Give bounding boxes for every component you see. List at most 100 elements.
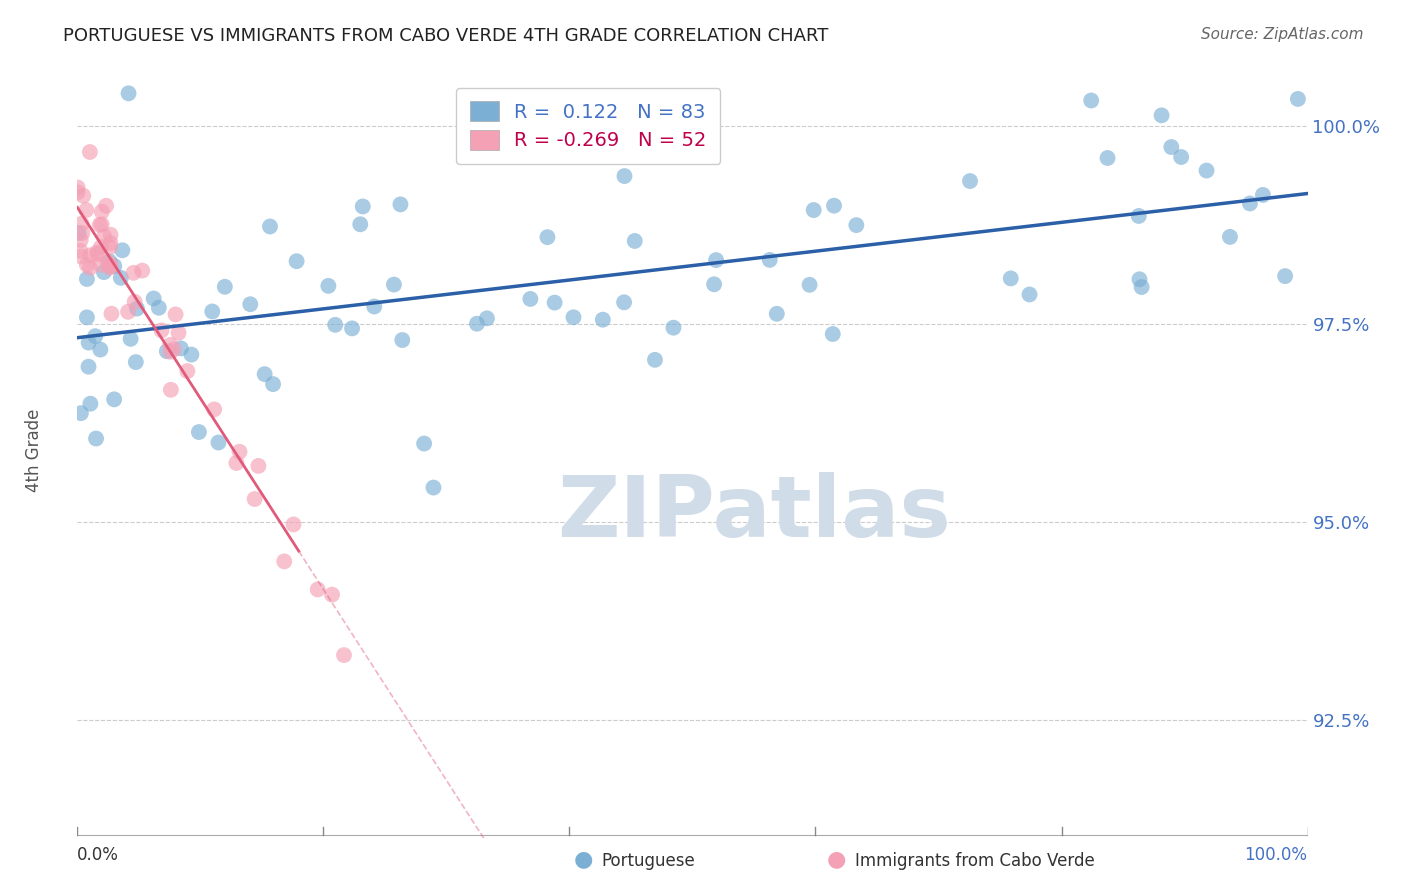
Point bbox=[165, 307, 187, 321]
Point bbox=[84, 432, 107, 446]
Point bbox=[1170, 150, 1192, 164]
Point bbox=[125, 301, 148, 316]
Point bbox=[159, 344, 181, 359]
Point bbox=[613, 169, 636, 183]
Point bbox=[79, 260, 101, 275]
Point bbox=[111, 244, 134, 258]
Point bbox=[72, 188, 94, 202]
Point bbox=[100, 236, 122, 251]
Point bbox=[1251, 188, 1274, 202]
Point bbox=[77, 335, 100, 350]
Point bbox=[239, 297, 262, 311]
Point bbox=[94, 199, 117, 213]
Point bbox=[86, 245, 108, 260]
Point bbox=[422, 481, 444, 495]
Point bbox=[207, 435, 229, 450]
Point bbox=[66, 186, 89, 200]
Point bbox=[1195, 163, 1218, 178]
Point bbox=[225, 456, 247, 470]
Point bbox=[84, 329, 107, 343]
Point bbox=[117, 305, 139, 319]
Point bbox=[98, 254, 121, 268]
Point bbox=[349, 217, 371, 231]
Point bbox=[333, 648, 356, 662]
Legend: R =  0.122   N = 83, R = -0.269   N = 52: R = 0.122 N = 83, R = -0.269 N = 52 bbox=[456, 87, 720, 164]
Point bbox=[391, 333, 413, 347]
Point bbox=[799, 277, 821, 292]
Point bbox=[110, 270, 132, 285]
Point bbox=[72, 226, 94, 240]
Point bbox=[187, 425, 209, 439]
Point bbox=[69, 233, 91, 247]
Point bbox=[323, 318, 346, 332]
Point bbox=[758, 252, 780, 267]
Point bbox=[247, 458, 270, 473]
Point bbox=[285, 254, 308, 268]
Point bbox=[93, 265, 115, 279]
Point bbox=[1274, 269, 1296, 284]
Point bbox=[76, 272, 98, 286]
Point bbox=[475, 311, 498, 326]
Point bbox=[228, 444, 250, 458]
Point bbox=[413, 436, 436, 450]
Point bbox=[79, 145, 101, 159]
Point bbox=[96, 255, 118, 269]
Point bbox=[243, 491, 266, 506]
Point bbox=[1219, 230, 1241, 244]
Point bbox=[519, 292, 541, 306]
Point bbox=[662, 320, 685, 334]
Point bbox=[98, 260, 121, 275]
Point bbox=[77, 359, 100, 374]
Point bbox=[160, 383, 183, 397]
Point bbox=[79, 397, 101, 411]
Point bbox=[148, 301, 170, 315]
Point bbox=[90, 218, 112, 232]
Point bbox=[176, 364, 198, 378]
Point bbox=[163, 343, 186, 357]
Point bbox=[156, 344, 179, 359]
Text: Immigrants from Cabo Verde: Immigrants from Cabo Verde bbox=[855, 852, 1095, 870]
Point bbox=[70, 406, 93, 420]
Text: 100.0%: 100.0% bbox=[1244, 847, 1308, 864]
Point bbox=[283, 517, 305, 532]
Point bbox=[117, 87, 139, 101]
Point bbox=[703, 277, 725, 292]
Point bbox=[623, 234, 645, 248]
Point bbox=[1160, 140, 1182, 154]
Point bbox=[363, 300, 385, 314]
Point bbox=[69, 244, 91, 258]
Point bbox=[167, 326, 190, 340]
Point bbox=[170, 342, 193, 356]
Point bbox=[1000, 271, 1022, 285]
Point bbox=[100, 227, 122, 242]
Point bbox=[100, 259, 122, 273]
Point bbox=[76, 258, 98, 272]
Point bbox=[259, 219, 281, 234]
Point bbox=[382, 277, 405, 292]
Point bbox=[823, 199, 845, 213]
Point bbox=[613, 295, 636, 310]
Point bbox=[122, 266, 145, 280]
Point bbox=[644, 352, 666, 367]
Point bbox=[543, 295, 565, 310]
Point bbox=[1018, 287, 1040, 301]
Text: Source: ZipAtlas.com: Source: ZipAtlas.com bbox=[1201, 27, 1364, 42]
Point bbox=[124, 294, 146, 309]
Point bbox=[76, 310, 98, 325]
Point bbox=[201, 304, 224, 318]
Point bbox=[90, 258, 112, 272]
Point bbox=[90, 240, 112, 254]
Point bbox=[131, 263, 153, 277]
Point bbox=[202, 402, 225, 417]
Point bbox=[87, 247, 110, 261]
Point bbox=[103, 392, 125, 407]
Point bbox=[845, 218, 868, 232]
Point bbox=[1080, 94, 1102, 108]
Point bbox=[1128, 209, 1150, 223]
Point bbox=[465, 317, 488, 331]
Point bbox=[159, 338, 181, 352]
Point bbox=[79, 248, 101, 262]
Point bbox=[100, 307, 122, 321]
Point bbox=[142, 292, 165, 306]
Point bbox=[765, 307, 787, 321]
